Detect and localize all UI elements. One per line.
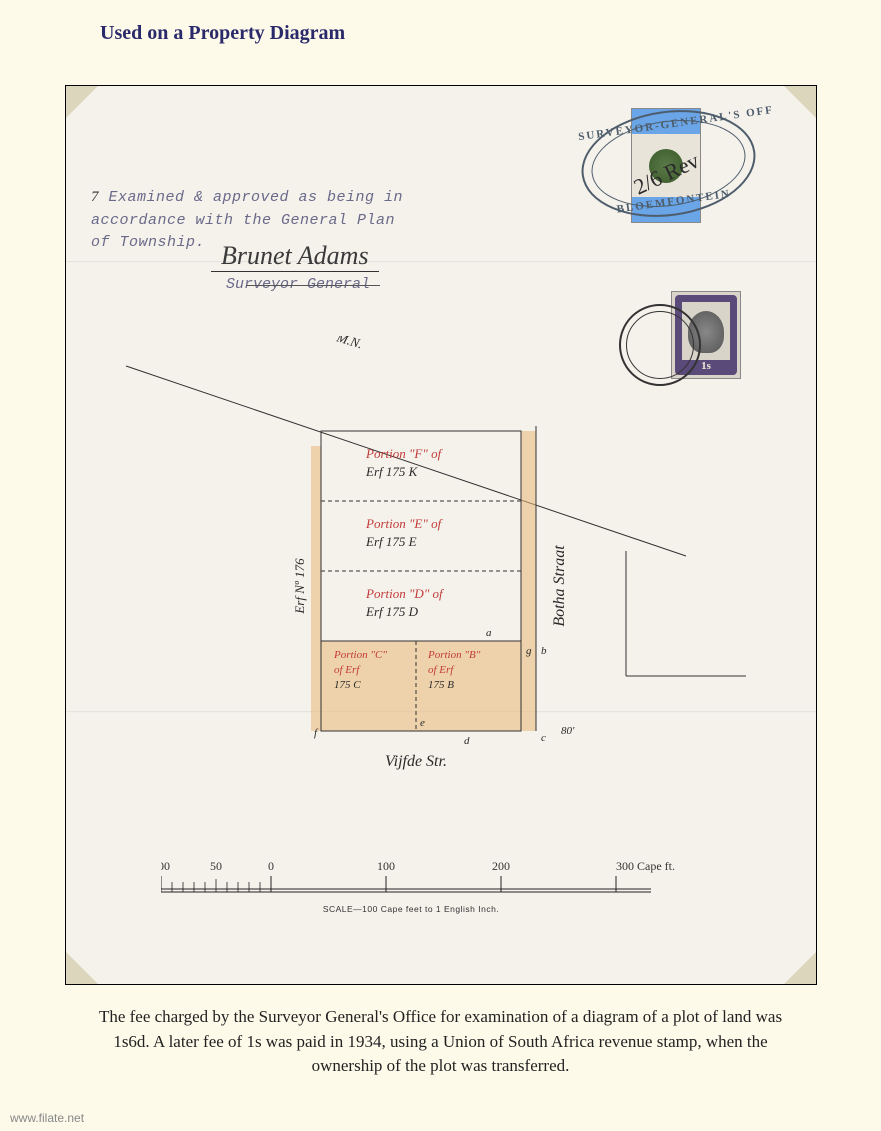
survey-diagram: M.N. Erf Nº 176 Botha Straat Vijfde Str.…: [66, 336, 818, 786]
portion-label: Portion "E" of: [365, 516, 444, 531]
watermark: www.filate.net: [10, 1111, 84, 1125]
svg-text:100: 100: [161, 859, 170, 873]
page-title: Used on a Property Diagram: [100, 22, 345, 45]
svg-text:300 Cape ft.: 300 Cape ft.: [616, 859, 675, 873]
scale-caption: SCALE—100 Cape feet to 1 English Inch.: [323, 904, 499, 914]
street-bottom-label: Vijfde Str.: [385, 753, 447, 770]
svg-text:g: g: [526, 645, 532, 657]
document-frame: 7 Examined & approved as being in accord…: [65, 85, 817, 985]
svg-text:b: b: [541, 645, 547, 657]
page-caption: The fee charged by the Surveyor General'…: [90, 1005, 791, 1079]
portion-label: of Erf: [428, 664, 455, 676]
portion-label: 175 B: [428, 679, 454, 691]
portion-label: Erf 175 D: [365, 604, 419, 619]
svg-text:100: 100: [377, 859, 395, 873]
svg-text:200: 200: [492, 859, 510, 873]
surveyor-general-label: Surveyor General: [226, 276, 370, 293]
portion-label: of Erf: [334, 664, 361, 676]
portion-label: Portion "B": [427, 649, 481, 661]
photo-corner: [784, 86, 816, 118]
svg-text:e: e: [420, 717, 425, 729]
svg-text:50: 50: [210, 859, 222, 873]
portion-label: 175 C: [334, 679, 361, 691]
scale-bar: 100 50 0 100 200 300 Cape ft. SCALE—100 …: [161, 854, 721, 924]
photo-corner: [66, 86, 98, 118]
erf-left-label: Erf Nº 176: [292, 558, 307, 615]
portion-label: Portion "D" of: [365, 586, 445, 601]
svg-text:0: 0: [268, 859, 274, 873]
signature: Brunet Adams: [211, 241, 379, 272]
dimension-label: 80': [561, 725, 575, 737]
photo-corner: [66, 952, 98, 984]
portion-label: Erf 175 K: [365, 464, 419, 479]
ms-number: 7: [91, 189, 99, 205]
street-right-label: Botha Straat: [551, 545, 568, 627]
portion-label: Portion "F" of: [365, 446, 444, 461]
svg-text:c: c: [541, 732, 546, 744]
fold-crease: [66, 261, 816, 263]
mn-label: M.N.: [334, 336, 364, 351]
photo-corner: [784, 952, 816, 984]
svg-text:a: a: [486, 627, 492, 639]
svg-text:d: d: [464, 735, 470, 747]
portion-label: Portion "C": [333, 649, 387, 661]
portion-label: Erf 175 E: [365, 534, 417, 549]
